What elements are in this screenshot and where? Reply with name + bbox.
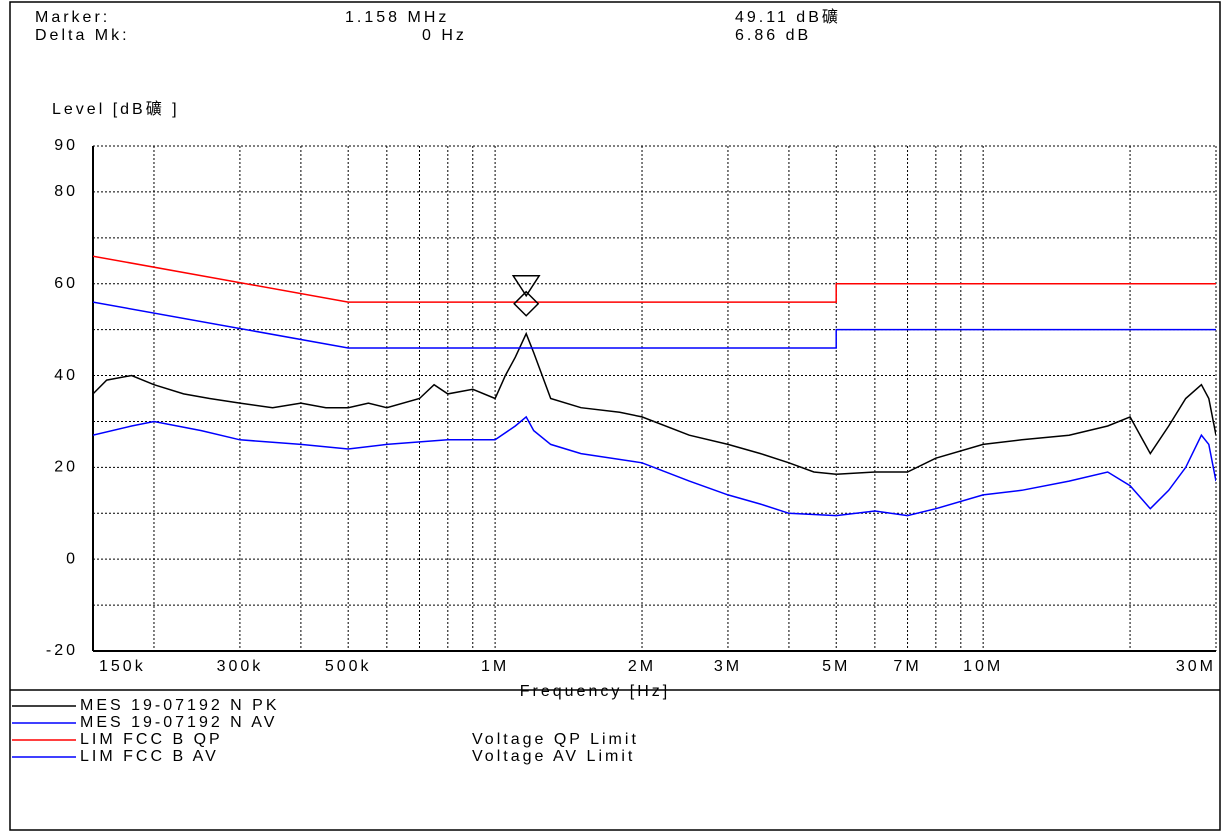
legend-label: LIM FCC B QP — [80, 731, 223, 748]
marker-triangle — [511, 274, 541, 298]
legend-label: MES 19-07192 N AV — [80, 714, 277, 731]
y-tick-label: 90 — [54, 137, 78, 154]
delta-level: 6.86 dB — [735, 27, 811, 44]
x-tick-label: 500k — [325, 658, 372, 675]
x-tick-label: 3M — [714, 658, 742, 675]
delta-freq: 0 Hz — [422, 27, 467, 44]
x-tick-label: 1M — [481, 658, 509, 675]
marker-diamond — [513, 290, 540, 317]
x-tick-label: 7M — [893, 658, 921, 675]
x-tick-label: 30M — [1176, 658, 1216, 675]
series-line — [93, 301, 1216, 349]
legend-label: LIM FCC B AV — [80, 748, 219, 765]
series-line — [93, 415, 1216, 517]
y-tick-label: 0 — [66, 550, 78, 567]
legend-description: Voltage QP Limit — [472, 731, 639, 748]
x-tick-label: 5M — [822, 658, 850, 675]
outer-frame — [9, 1, 1221, 831]
marker-freq: 1.158 MHz — [345, 9, 449, 26]
y-tick-label: 60 — [54, 275, 78, 292]
y-tick-label: 80 — [54, 183, 78, 200]
x-tick-label: 2M — [628, 658, 656, 675]
y-tick-label: 40 — [54, 367, 78, 384]
marker-label: Marker: — [35, 9, 110, 26]
plot-area — [93, 255, 1216, 517]
y-tick-label: 20 — [54, 459, 78, 476]
legend-description: Voltage AV Limit — [472, 748, 635, 765]
x-tick-label: 10M — [963, 658, 1003, 675]
delta-label: Delta Mk: — [35, 27, 130, 44]
y-axis-title: Level [dB礦 ] — [52, 100, 180, 118]
series-line — [93, 331, 1216, 476]
y-tick-label: -20 — [46, 642, 78, 659]
legend-label: MES 19-07192 N PK — [80, 697, 280, 714]
x-tick-label: 150k — [99, 658, 146, 675]
x-axis-title: Frequency [Hz] — [520, 683, 670, 700]
marker-level: 49.11 dB礦 — [735, 8, 841, 26]
series-line — [93, 255, 1216, 303]
x-tick-label: 300k — [217, 658, 264, 675]
